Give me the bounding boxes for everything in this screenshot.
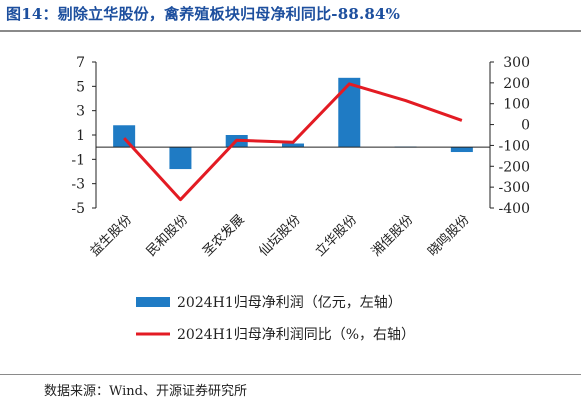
right-tick-label: 300 [503,55,530,71]
bar [113,125,136,148]
category-label: 立华股份 [313,212,360,259]
right-tick-label: -400 [499,201,530,217]
category-label: 晓鸣股份 [425,212,473,260]
legend-bar-label: 2024H1归母净利润（亿元，左轴） [177,294,402,311]
legend: 2024H1归母净利润（亿元，左轴） 2024H1归母净利润同比（%，右轴） [136,294,415,343]
category-label: 湘佳股份 [369,212,416,259]
category-label: 圣农发展 [199,212,247,260]
right-tick-label: 0 [521,118,530,134]
left-axis: 7 5 3 1 -1 -3 -5 [71,55,96,217]
left-tick-label: -5 [71,201,85,217]
bar-series [113,77,473,170]
category-labels: 益生股份 民和股份 圣农发展 仙坛股份 立华股份 湘佳股份 晓鸣股份 [88,212,473,260]
right-tick-label: -200 [499,159,530,175]
bar [338,77,361,148]
right-tick-label: 100 [503,97,530,113]
left-tick-label: 5 [76,79,85,95]
right-tick-label: -100 [499,138,530,154]
bar [169,147,192,170]
right-axis: 300 200 100 0 -100 -200 -300 -400 [490,55,530,217]
line-series [123,82,463,202]
footer-divider [0,374,581,375]
left-tick-label: 3 [76,104,85,120]
right-tick-label: 200 [503,76,530,92]
left-tick-label: -3 [71,177,85,193]
title-divider [0,30,581,32]
right-tick-label: -300 [499,180,530,196]
bar [450,147,473,153]
series-line [123,82,463,202]
left-tick-label: -1 [71,152,85,168]
legend-bar-swatch [136,297,170,307]
legend-line-label: 2024H1归母净利润同比（%，右轴） [177,326,415,343]
category-label: 益生股份 [88,212,135,259]
category-label: 民和股份 [144,212,191,259]
source-note: 数据来源：Wind、开源证券研究所 [44,384,247,399]
left-tick-label: 7 [76,55,85,71]
category-label: 仙坛股份 [256,212,303,259]
chart-title: 图14：剔除立华股份，禽养殖板块归母净利同比-88.84% [6,5,401,23]
bar [282,143,304,148]
left-tick-label: 1 [76,128,85,144]
